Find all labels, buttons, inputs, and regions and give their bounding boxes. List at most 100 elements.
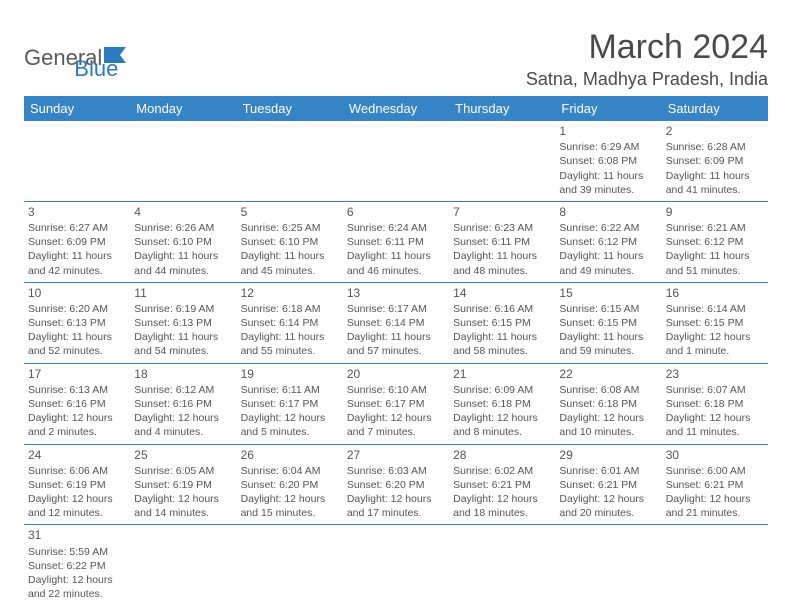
sunrise-line: Sunrise: 6:06 AM: [28, 464, 126, 478]
daylight-line-2: and 5 minutes.: [241, 425, 339, 439]
calendar-cell: 25Sunrise: 6:05 AMSunset: 6:19 PMDayligh…: [130, 444, 236, 525]
calendar-row: 31Sunrise: 5:59 AMSunset: 6:22 PMDayligh…: [24, 525, 768, 605]
daylight-line-2: and 8 minutes.: [453, 425, 551, 439]
sunrise-line: Sunrise: 6:12 AM: [134, 383, 232, 397]
daylight-line-2: and 41 minutes.: [666, 183, 764, 197]
sunset-line: Sunset: 6:22 PM: [28, 559, 126, 573]
day-number: 24: [28, 447, 126, 463]
title-block: March 2024 Satna, Madhya Pradesh, India: [526, 28, 768, 90]
sunrise-line: Sunrise: 6:09 AM: [453, 383, 551, 397]
daylight-line-2: and 17 minutes.: [347, 506, 445, 520]
sunset-line: Sunset: 6:15 PM: [453, 316, 551, 330]
calendar-cell-empty: [237, 525, 343, 605]
daylight-line-1: Daylight: 12 hours: [241, 411, 339, 425]
calendar-cell-empty: [343, 121, 449, 201]
calendar-cell: 4Sunrise: 6:26 AMSunset: 6:10 PMDaylight…: [130, 201, 236, 282]
daylight-line-1: Daylight: 12 hours: [559, 411, 657, 425]
daylight-line-2: and 59 minutes.: [559, 344, 657, 358]
daylight-line-1: Daylight: 11 hours: [241, 330, 339, 344]
sunrise-line: Sunrise: 6:21 AM: [666, 221, 764, 235]
calendar-cell: 3Sunrise: 6:27 AMSunset: 6:09 PMDaylight…: [24, 201, 130, 282]
day-number: 30: [666, 447, 764, 463]
calendar-table: SundayMondayTuesdayWednesdayThursdayFrid…: [24, 96, 768, 605]
day-number: 11: [134, 285, 232, 301]
calendar-cell: 22Sunrise: 6:08 AMSunset: 6:18 PMDayligh…: [555, 363, 661, 444]
sunset-line: Sunset: 6:08 PM: [559, 154, 657, 168]
daylight-line-2: and 4 minutes.: [134, 425, 232, 439]
sunset-line: Sunset: 6:09 PM: [28, 235, 126, 249]
day-number: 4: [134, 204, 232, 220]
sunrise-line: Sunrise: 6:05 AM: [134, 464, 232, 478]
daylight-line-1: Daylight: 11 hours: [241, 249, 339, 263]
sunset-line: Sunset: 6:20 PM: [241, 478, 339, 492]
calendar-cell: 8Sunrise: 6:22 AMSunset: 6:12 PMDaylight…: [555, 201, 661, 282]
calendar-cell: 30Sunrise: 6:00 AMSunset: 6:21 PMDayligh…: [662, 444, 768, 525]
day-number: 3: [28, 204, 126, 220]
day-number: 20: [347, 366, 445, 382]
calendar-cell-empty: [130, 525, 236, 605]
daylight-line-2: and 52 minutes.: [28, 344, 126, 358]
weekday-header: Thursday: [449, 96, 555, 121]
sunset-line: Sunset: 6:14 PM: [241, 316, 339, 330]
sunrise-line: Sunrise: 6:17 AM: [347, 302, 445, 316]
sunset-line: Sunset: 6:10 PM: [241, 235, 339, 249]
sunset-line: Sunset: 6:19 PM: [28, 478, 126, 492]
daylight-line-1: Daylight: 12 hours: [28, 492, 126, 506]
calendar-cell: 20Sunrise: 6:10 AMSunset: 6:17 PMDayligh…: [343, 363, 449, 444]
sunrise-line: Sunrise: 6:23 AM: [453, 221, 551, 235]
daylight-line-1: Daylight: 12 hours: [559, 492, 657, 506]
day-number: 31: [28, 527, 126, 543]
day-number: 6: [347, 204, 445, 220]
sunrise-line: Sunrise: 6:15 AM: [559, 302, 657, 316]
daylight-line-1: Daylight: 12 hours: [347, 411, 445, 425]
daylight-line-2: and 42 minutes.: [28, 264, 126, 278]
sunrise-line: Sunrise: 6:19 AM: [134, 302, 232, 316]
daylight-line-1: Daylight: 12 hours: [28, 573, 126, 587]
sunset-line: Sunset: 6:16 PM: [28, 397, 126, 411]
daylight-line-2: and 14 minutes.: [134, 506, 232, 520]
sunrise-line: Sunrise: 6:16 AM: [453, 302, 551, 316]
daylight-line-2: and 10 minutes.: [559, 425, 657, 439]
sunrise-line: Sunrise: 6:10 AM: [347, 383, 445, 397]
sunrise-line: Sunrise: 6:18 AM: [241, 302, 339, 316]
calendar-cell-empty: [237, 121, 343, 201]
day-number: 5: [241, 204, 339, 220]
calendar-cell: 7Sunrise: 6:23 AMSunset: 6:11 PMDaylight…: [449, 201, 555, 282]
day-number: 9: [666, 204, 764, 220]
calendar-cell: 18Sunrise: 6:12 AMSunset: 6:16 PMDayligh…: [130, 363, 236, 444]
weekday-header: Monday: [130, 96, 236, 121]
daylight-line-1: Daylight: 11 hours: [453, 330, 551, 344]
daylight-line-2: and 45 minutes.: [241, 264, 339, 278]
calendar-row: 1Sunrise: 6:29 AMSunset: 6:08 PMDaylight…: [24, 121, 768, 201]
sunrise-line: Sunrise: 6:04 AM: [241, 464, 339, 478]
daylight-line-2: and 57 minutes.: [347, 344, 445, 358]
daylight-line-1: Daylight: 12 hours: [453, 492, 551, 506]
sunrise-line: Sunrise: 6:24 AM: [347, 221, 445, 235]
calendar-cell: 14Sunrise: 6:16 AMSunset: 6:15 PMDayligh…: [449, 282, 555, 363]
daylight-line-1: Daylight: 11 hours: [559, 330, 657, 344]
daylight-line-1: Daylight: 11 hours: [666, 249, 764, 263]
daylight-line-1: Daylight: 12 hours: [666, 492, 764, 506]
daylight-line-2: and 49 minutes.: [559, 264, 657, 278]
sunset-line: Sunset: 6:09 PM: [666, 154, 764, 168]
day-number: 13: [347, 285, 445, 301]
sunset-line: Sunset: 6:15 PM: [559, 316, 657, 330]
day-number: 15: [559, 285, 657, 301]
brand-logo: General Blue: [24, 28, 118, 82]
daylight-line-1: Daylight: 12 hours: [241, 492, 339, 506]
daylight-line-1: Daylight: 11 hours: [347, 330, 445, 344]
calendar-head: SundayMondayTuesdayWednesdayThursdayFrid…: [24, 96, 768, 121]
sunrise-line: Sunrise: 6:27 AM: [28, 221, 126, 235]
calendar-cell: 13Sunrise: 6:17 AMSunset: 6:14 PMDayligh…: [343, 282, 449, 363]
calendar-cell: 19Sunrise: 6:11 AMSunset: 6:17 PMDayligh…: [237, 363, 343, 444]
daylight-line-2: and 7 minutes.: [347, 425, 445, 439]
daylight-line-1: Daylight: 12 hours: [453, 411, 551, 425]
sunset-line: Sunset: 6:14 PM: [347, 316, 445, 330]
sunrise-line: Sunrise: 6:22 AM: [559, 221, 657, 235]
day-number: 28: [453, 447, 551, 463]
daylight-line-1: Daylight: 12 hours: [134, 411, 232, 425]
daylight-line-1: Daylight: 11 hours: [134, 249, 232, 263]
weekday-header: Tuesday: [237, 96, 343, 121]
sunset-line: Sunset: 6:12 PM: [666, 235, 764, 249]
month-title: March 2024: [526, 28, 768, 67]
